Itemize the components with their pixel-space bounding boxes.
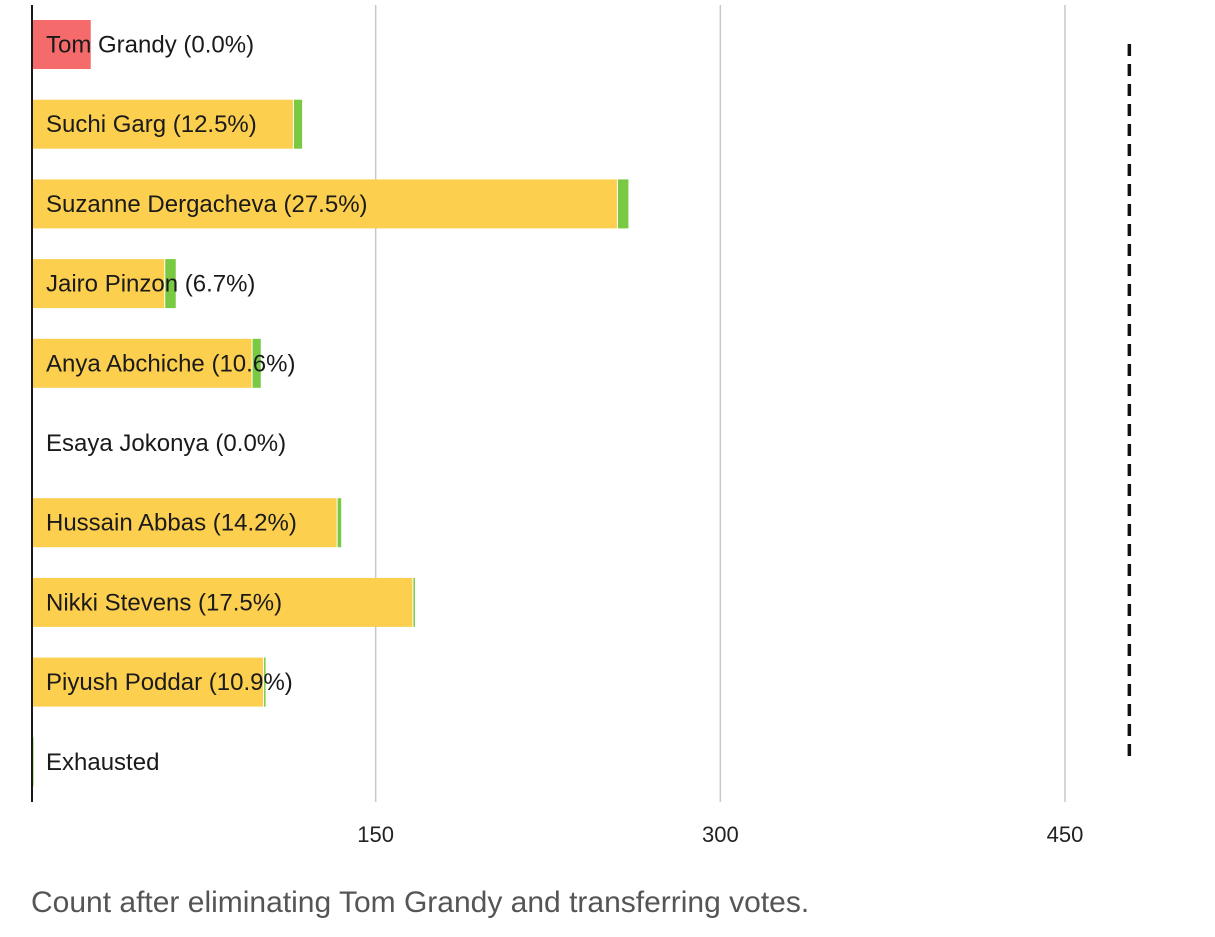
bar-segment-0-1 [31,99,293,149]
bar-segment-0-3 [31,259,165,309]
bar-eliminated-0 [31,20,91,69]
bar-label-9: Exhausted [46,749,159,776]
bar-label-3: Jairo Pinzon (6.7%) [46,271,255,298]
bar-label-2: Suzanne Dergacheva (27.5%) [46,191,368,218]
x-tick-label-300: 300 [702,822,739,847]
bar-label-8: Piyush Poddar (10.9%) [46,669,293,696]
bar-segment-1-4 [252,338,261,388]
bar-label-4: Anya Abchiche (10.6%) [46,350,295,377]
bar-segment-1-2 [617,179,629,229]
ranked-choice-bar-chart: Tom Grandy (0.0%) Suchi Garg (12.5%) Suzan… [31,5,1132,847]
bar-segment-0-7 [31,577,413,627]
x-tick-label-150: 150 [357,822,394,847]
bar-segment-1-6 [337,498,342,548]
bar-segment-0-4 [31,338,252,388]
chart-caption: Count after eliminating Tom Grandy and t… [31,886,810,919]
bar-segment-1-1 [293,99,303,149]
bar-label-6: Hussain Abbas (14.2%) [46,510,297,537]
bar-label-1: Suchi Garg (12.5%) [46,111,257,138]
x-tick-label-450: 450 [1047,822,1084,847]
bar-segment-1-7 [413,577,415,627]
bar-label-0: Tom Grandy (0.0%) [46,32,254,59]
bar-segment-1-3 [165,259,176,309]
bar-label-5: Esaya Jokonya (0.0%) [46,430,286,457]
bar-label-7: Nikki Stevens (17.5%) [46,589,282,616]
bar-segment-0-2 [31,179,617,229]
bar-segment-0-6 [31,498,337,548]
bar-segment-0-8 [31,657,264,707]
bar-segment-1-8 [264,657,266,707]
